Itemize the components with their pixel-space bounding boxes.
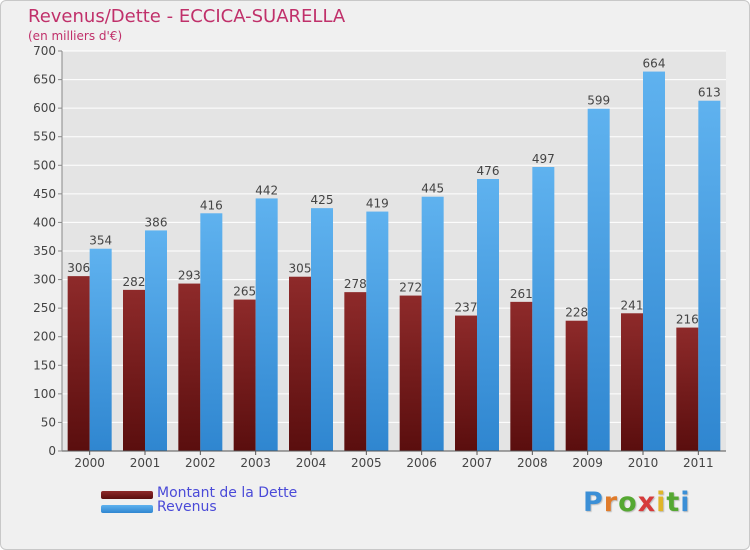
data-label-revenue: 442: [255, 183, 278, 197]
bar-revenue: [89, 248, 112, 451]
y-tick-label: 550: [33, 130, 56, 144]
y-axis-ticks: 0 50 100 150 200 250 300 350 400 450 500 550 600 650 7…: [33, 44, 62, 458]
logo-letter: i: [656, 487, 667, 518]
bar-debt: [344, 292, 367, 451]
x-tick-label: 2008: [517, 456, 548, 470]
x-axis-ticks: 2000 2001 2002 2003 2004 2005 2006 2007 2008 2009…: [74, 451, 714, 470]
data-label-revenue: 476: [477, 164, 500, 178]
y-tick-label: 400: [33, 215, 56, 229]
data-label-revenue: 425: [311, 193, 334, 207]
data-label-revenue: 416: [200, 198, 223, 212]
legend-label-debt: Montant de la Dette: [157, 485, 298, 501]
x-tick-label: 2007: [462, 456, 493, 470]
x-tick-label: 2011: [683, 456, 714, 470]
bar-debt: [178, 283, 201, 451]
bar-revenue: [366, 211, 389, 451]
x-tick-label: 2004: [296, 456, 327, 470]
bar-revenue: [643, 71, 665, 452]
bars: [67, 71, 721, 452]
data-label-revenue: 445: [421, 182, 444, 196]
y-tick-label: 350: [33, 244, 56, 258]
proxiti-logo: Proxiti: [583, 487, 691, 518]
bar-revenue: [532, 167, 555, 451]
y-tick-label: 650: [33, 73, 56, 87]
data-label-revenue: 599: [587, 94, 610, 108]
y-tick-label: 600: [33, 101, 56, 115]
y-tick-label: 150: [33, 358, 56, 372]
bar-revenue: [421, 196, 444, 451]
bar-debt: [67, 276, 90, 451]
y-tick-label: 250: [33, 301, 56, 315]
logo-letter: x: [637, 487, 657, 518]
logo-letter: P: [583, 487, 604, 518]
legend-swatch-debt: [101, 491, 153, 499]
x-tick-label: 2005: [351, 456, 382, 470]
bar-debt: [676, 327, 699, 451]
x-tick-label: 2001: [130, 456, 161, 470]
legend-swatch-revenue: [101, 505, 153, 513]
legend-label-revenue: Revenus: [157, 499, 217, 515]
data-label-debt: 282: [123, 275, 146, 289]
data-label-debt: 261: [510, 287, 533, 301]
bar-debt: [399, 295, 422, 451]
data-label-revenue: 613: [698, 86, 721, 100]
logo-letter: r: [603, 487, 619, 518]
bar-debt: [289, 276, 311, 451]
data-label-revenue: 419: [366, 197, 389, 211]
data-label-revenue: 664: [643, 57, 666, 71]
bar-debt: [455, 315, 477, 451]
y-tick-label: 50: [41, 415, 56, 429]
data-label-debt: 272: [399, 281, 422, 295]
data-label-revenue: 497: [532, 152, 555, 166]
bar-revenue: [255, 198, 278, 451]
data-label-revenue: 354: [89, 234, 112, 248]
data-label-debt: 237: [455, 301, 478, 315]
bar-revenue: [200, 213, 223, 451]
y-tick-label: 700: [33, 44, 56, 58]
grid-lines: [62, 50, 726, 423]
bar-debt: [565, 320, 588, 451]
x-tick-label: 2003: [240, 456, 271, 470]
y-tick-label: 200: [33, 330, 56, 344]
bar-debt: [233, 299, 256, 451]
data-label-debt: 278: [344, 277, 367, 291]
bar-debt: [510, 301, 533, 451]
x-tick-label: 2000: [74, 456, 105, 470]
x-tick-label: 2009: [572, 456, 603, 470]
bar-revenue: [311, 208, 333, 451]
data-label-debt: 265: [233, 285, 256, 299]
y-tick-label: 500: [33, 158, 56, 172]
logo-letter: t: [666, 487, 681, 518]
logo-letter: o: [618, 487, 638, 518]
y-tick-label: 450: [33, 187, 56, 201]
y-tick-label: 0: [48, 444, 56, 458]
data-label-debt: 306: [67, 261, 90, 275]
data-label-debt: 305: [289, 262, 312, 276]
data-label-debt: 228: [565, 306, 588, 320]
data-label-revenue: 386: [145, 215, 168, 229]
bar-revenue: [145, 230, 167, 451]
bar-debt: [621, 313, 643, 451]
data-labels: 306 354 282 386 293 416 265 442 305 425 278 419 272 4…: [67, 57, 721, 327]
bar-revenue: [587, 108, 610, 451]
data-label-debt: 241: [621, 298, 644, 312]
y-tick-label: 300: [33, 273, 56, 287]
logo-letter: i: [680, 487, 691, 518]
bar-revenue: [698, 100, 721, 451]
y-tick-label: 100: [33, 387, 56, 401]
data-label-debt: 216: [676, 313, 699, 327]
chart-subtitle: (en milliers d'€): [28, 29, 123, 43]
bar-revenue: [477, 179, 499, 451]
bar-debt: [123, 289, 145, 451]
chart-title: Revenus/Dette - ECCICA-SUARELLA: [28, 6, 346, 27]
x-tick-label: 2010: [628, 456, 659, 470]
x-tick-label: 2002: [185, 456, 216, 470]
x-tick-label: 2006: [406, 456, 437, 470]
data-label-debt: 293: [178, 269, 201, 283]
